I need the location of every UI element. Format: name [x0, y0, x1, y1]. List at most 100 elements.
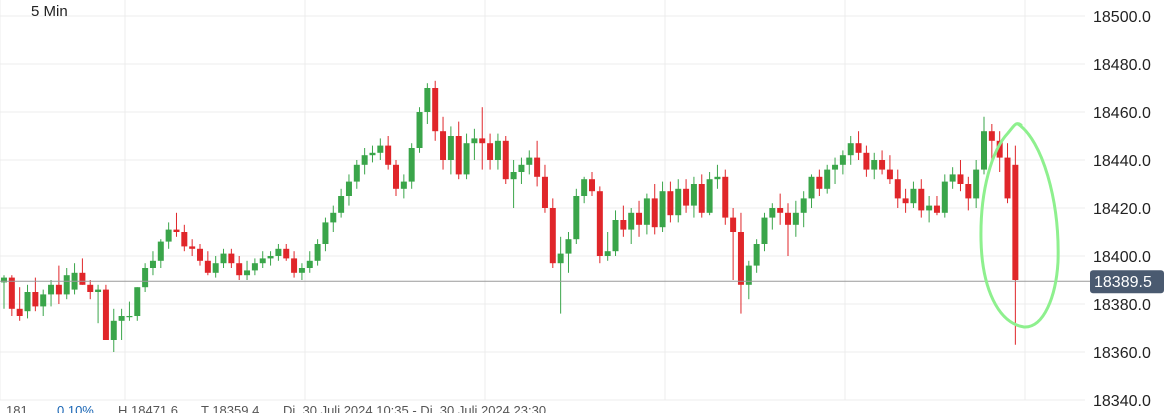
candle-body	[48, 284, 55, 295]
candle	[432, 80, 439, 141]
candle	[910, 181, 917, 208]
candle-body	[510, 172, 517, 180]
candle-body	[785, 212, 791, 225]
candle	[126, 301, 133, 321]
candle	[894, 169, 901, 208]
candle	[79, 258, 86, 285]
candle	[345, 174, 352, 206]
candle	[440, 116, 447, 170]
candle-body	[659, 191, 666, 228]
candle	[847, 136, 854, 165]
candle-body	[134, 287, 141, 316]
candle-body	[40, 294, 47, 307]
candle-body	[1004, 157, 1011, 199]
candle-body	[839, 155, 846, 165]
candle	[824, 164, 831, 194]
candle	[706, 172, 713, 216]
candle-body	[306, 260, 313, 268]
candle-body	[173, 229, 180, 232]
candle-body	[369, 152, 376, 156]
candle	[667, 181, 674, 223]
candle-body	[596, 191, 603, 256]
highlight-ellipse	[979, 122, 1060, 329]
candle-body	[902, 198, 909, 204]
candle-body	[871, 160, 878, 170]
candle-body	[957, 174, 964, 184]
candle-body	[189, 246, 196, 249]
candle	[636, 200, 643, 237]
candle	[361, 148, 368, 175]
candle-body	[714, 176, 721, 180]
chart-info-bar: 181 0.10% H 18471.6 T 18359.4 Di. 30 Jul…	[0, 401, 1090, 413]
candle	[777, 193, 784, 225]
candle	[55, 265, 62, 304]
candle	[385, 136, 392, 170]
candle-body	[181, 232, 188, 247]
candle-body	[95, 289, 102, 292]
candle-body	[400, 181, 407, 189]
candle	[581, 176, 588, 204]
candle-body	[416, 112, 423, 148]
candle	[800, 191, 807, 228]
candle	[596, 186, 603, 264]
candle	[675, 179, 682, 223]
candle	[792, 200, 799, 237]
candle	[612, 210, 619, 256]
candle	[965, 176, 972, 211]
candle-body	[220, 253, 227, 264]
candle-body	[471, 138, 478, 144]
candle	[926, 196, 933, 223]
price-axis[interactable]: 18500.0 18480.0 18460.0 18440.0 18420.0 18400…	[1093, 9, 1151, 410]
candle-body	[24, 292, 31, 312]
candle-body	[541, 176, 548, 208]
candle-body	[832, 164, 839, 170]
candle-body	[463, 143, 470, 175]
candle-body	[667, 191, 674, 216]
candle	[683, 179, 690, 213]
candle	[526, 150, 533, 175]
candle-body	[863, 152, 870, 170]
candle	[204, 251, 211, 276]
candle	[502, 136, 509, 184]
candle-body	[894, 179, 901, 199]
candle	[244, 260, 251, 280]
candle	[941, 174, 948, 218]
candle	[839, 150, 846, 175]
candle	[63, 268, 70, 300]
candle	[933, 196, 940, 216]
candle-body	[424, 88, 431, 112]
candle-body	[690, 184, 697, 206]
candle-body	[745, 265, 752, 285]
candle	[589, 172, 595, 196]
candle	[447, 126, 454, 175]
candle-body	[142, 268, 149, 288]
candle	[816, 169, 823, 196]
candle	[863, 145, 870, 177]
candle	[291, 251, 298, 278]
candle	[298, 263, 305, 280]
candle	[314, 239, 321, 266]
change-percent: 0.10%	[57, 403, 94, 413]
candle	[220, 248, 227, 268]
candle	[181, 224, 188, 252]
candle	[973, 160, 980, 208]
candle-body	[549, 208, 556, 264]
candle	[24, 284, 31, 319]
date-range: Di. 30 Juli 2024 10:35 - Di. 30 Juli 202…	[283, 403, 547, 413]
candle-body	[534, 157, 541, 177]
candle	[510, 160, 517, 208]
timeframe-label[interactable]: 5 Min	[31, 3, 68, 20]
candle-body	[165, 229, 172, 242]
candle	[722, 169, 729, 225]
candle-body	[753, 244, 760, 266]
candle	[197, 244, 203, 266]
candle-body	[32, 292, 39, 307]
candle-body	[204, 260, 211, 273]
y-tick-label: 18500.0	[1093, 9, 1151, 26]
candle-body	[941, 181, 948, 213]
candle	[134, 287, 141, 321]
candle-body	[1012, 164, 1019, 280]
candle	[236, 256, 243, 280]
candle-body	[518, 164, 525, 172]
y-tick-label: 18360.0	[1093, 345, 1151, 362]
